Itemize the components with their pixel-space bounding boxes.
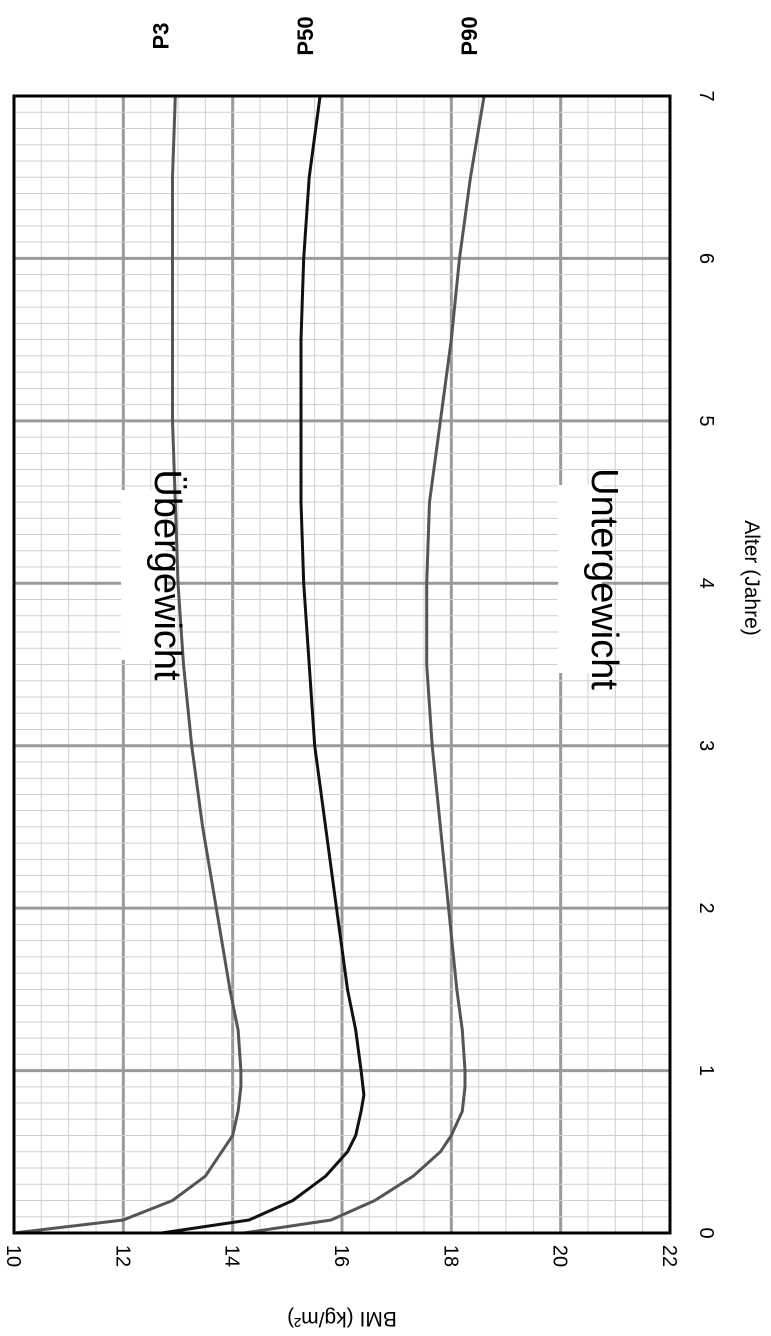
- x-tick-label: 7: [695, 90, 717, 101]
- y-tick-label: 12: [111, 1245, 133, 1267]
- series-label-p90: P90: [457, 16, 482, 55]
- x-tick-label: 1: [695, 1065, 717, 1076]
- underweight-zone-label-group: Untergewicht: [558, 468, 625, 690]
- overweight-zone-label: Übergewicht: [146, 469, 188, 681]
- underweight-zone-label: Untergewicht: [583, 468, 625, 690]
- x-tick-label: 3: [695, 740, 717, 751]
- overweight-zone-label-group: Übergewicht: [121, 469, 188, 681]
- x-axis-ticks: 0 1 2 3 4 5 6 7: [695, 90, 717, 1238]
- y-tick-label: 20: [549, 1245, 571, 1267]
- y-axis-title: BMI (kg/m²): [287, 1307, 397, 1330]
- x-tick-label: 0: [695, 1227, 717, 1238]
- series-label-p50: P50: [293, 16, 318, 55]
- x-tick-label: 5: [695, 415, 717, 426]
- series-label-p3: P3: [148, 23, 173, 50]
- x-tick-label: 6: [695, 253, 717, 264]
- x-axis-title: Alter (Jahre): [740, 520, 763, 636]
- y-tick-label: 16: [330, 1245, 352, 1267]
- y-axis-ticks: 10 12 14 16 18 20 22: [2, 1245, 680, 1267]
- x-tick-label: 2: [695, 903, 717, 914]
- y-tick-label: 22: [658, 1245, 680, 1267]
- x-tick-label: 4: [695, 578, 717, 589]
- chart-series-lines: [13, 95, 486, 1235]
- series-line-p90: [243, 95, 486, 1235]
- series-line-p50: [161, 95, 366, 1235]
- series-line-p3: [13, 95, 243, 1235]
- plot-frame: [12, 94, 672, 1235]
- y-tick-label: 14: [221, 1245, 243, 1267]
- y-tick-label: 10: [2, 1245, 24, 1267]
- y-tick-label: 18: [439, 1245, 461, 1267]
- series-labels: P90 P50 P3: [148, 16, 482, 55]
